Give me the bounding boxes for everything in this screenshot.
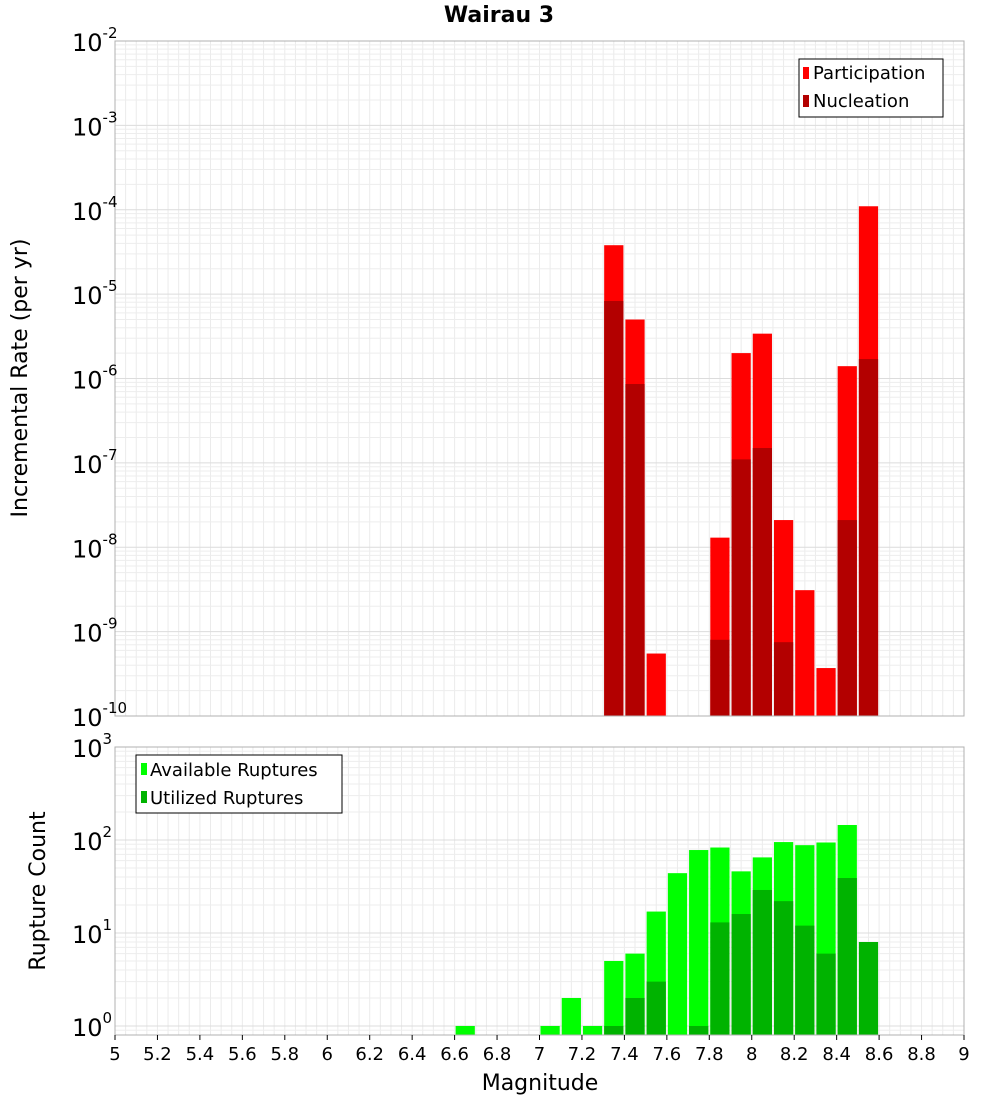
bottom-legend: Available Ruptures Utilized Ruptures (135, 754, 343, 814)
utilized-ruptures-bar (752, 889, 772, 1035)
legend-label-available: Available Ruptures (150, 760, 318, 781)
legend-label-nucleation: Nucleation (813, 91, 909, 112)
legend-swatch-nucleation (803, 95, 809, 107)
x-tick-label: 5.6 (228, 1044, 257, 1065)
available-ruptures-bar (689, 850, 709, 1035)
x-tick-label: 7 (534, 1044, 545, 1065)
nucleation-bar (773, 642, 794, 716)
bottom-legend-box (135, 754, 343, 814)
x-tick-label: 6.2 (355, 1044, 384, 1065)
y-tick-label: 10-10 (72, 699, 127, 732)
utilized-ruptures-bar (604, 1025, 624, 1035)
legend-label-participation: Participation (813, 63, 925, 84)
y-tick-label: 10-8 (72, 530, 118, 563)
participation-bar (646, 653, 666, 716)
legend-swatch-participation (803, 67, 809, 79)
y-tick-label: 10-5 (72, 277, 118, 310)
utilized-ruptures-bar (837, 878, 857, 1035)
x-axis-label: Magnitude (482, 1071, 599, 1096)
utilized-ruptures-bar (625, 997, 645, 1035)
x-tick-label: 7.2 (568, 1044, 597, 1065)
utilized-ruptures-bar (731, 914, 751, 1035)
y-tick-label: 10-4 (72, 193, 118, 226)
utilized-ruptures-bar (858, 942, 879, 1035)
nucleation-bar (731, 459, 751, 716)
y-tick-label: 10-2 (72, 24, 118, 57)
x-tick-label: 8 (746, 1044, 757, 1065)
available-ruptures-bar (667, 873, 688, 1035)
nucleation-bar (604, 300, 624, 716)
nucleation-bar (858, 359, 879, 716)
x-tick-label: 7.8 (695, 1044, 724, 1065)
utilized-ruptures-bar (795, 925, 815, 1035)
utilized-ruptures-bar (646, 981, 666, 1035)
top-plot-frame (114, 40, 965, 717)
nucleation-bar (752, 448, 772, 716)
utilized-ruptures-bar (710, 922, 730, 1035)
nucleation-bar (625, 384, 645, 716)
y-tick-label: 10-7 (72, 446, 118, 479)
available-ruptures-bar (540, 1025, 560, 1035)
nucleation-bar (837, 520, 857, 716)
top-bars (604, 206, 879, 717)
x-tick-label: 5.4 (186, 1044, 215, 1065)
y-tick-label: 10-3 (72, 108, 118, 141)
utilized-ruptures-bar (816, 953, 836, 1035)
x-tick-label: 5 (109, 1044, 120, 1065)
utilized-ruptures-bar (773, 901, 794, 1035)
top-y-ticks: 10-10 10-9 10-8 10-7 10-6 10-5 10-4 10-3 10-2 (72, 24, 127, 732)
x-tick-label: 9 (958, 1044, 969, 1065)
y-tick-label: 10-6 (72, 362, 118, 395)
y-tick-label: 10-9 (72, 615, 118, 648)
bottom-y-ticks: 100 101 102 103 (72, 730, 112, 1042)
y-tick-label: 101 (72, 916, 112, 949)
available-ruptures-bar (582, 1025, 603, 1035)
x-tick-label: 5.2 (143, 1044, 172, 1065)
available-ruptures-bar (455, 1025, 475, 1035)
utilized-ruptures-bar (689, 1025, 709, 1035)
x-tick-label: 6 (322, 1044, 333, 1065)
x-tick-label: 6.6 (440, 1044, 469, 1065)
available-ruptures-bar (561, 997, 581, 1035)
available-ruptures-bar (604, 960, 624, 1035)
chart-title: Wairau 3 (444, 3, 554, 28)
x-ticks: 5 5.2 5.4 5.6 5.8 6 6.2 6.4 6.6 6.8 7 7.2 7.4 7.6 7.8 8… (109, 1035, 970, 1065)
nucleation-bar (710, 639, 730, 716)
x-tick-label: 5.8 (270, 1044, 299, 1065)
top-legend: Participation Nucleation (798, 58, 944, 118)
bottom-bars (455, 824, 879, 1035)
x-tick-label: 8.2 (780, 1044, 809, 1065)
x-tick-label: 8.8 (907, 1044, 936, 1065)
top-legend-box (798, 58, 944, 118)
y-tick-label: 103 (72, 730, 112, 763)
top-y-axis-label: Incremental Rate (per yr) (8, 239, 33, 518)
bottom-y-axis-label: Rupture Count (26, 811, 51, 971)
participation-bar (816, 668, 836, 716)
x-tick-label: 6.4 (398, 1044, 427, 1065)
top-grid (114, 40, 965, 717)
legend-swatch-available (141, 763, 147, 775)
participation-bar (795, 590, 815, 716)
x-tick-label: 8.6 (865, 1044, 894, 1065)
y-tick-label: 102 (72, 823, 112, 856)
x-tick-label: 7.4 (610, 1044, 639, 1065)
x-tick-label: 8.4 (822, 1044, 851, 1065)
legend-label-utilized: Utilized Ruptures (150, 788, 303, 809)
x-tick-label: 7.6 (653, 1044, 682, 1065)
x-tick-label: 6.8 (483, 1044, 512, 1065)
legend-swatch-utilized (141, 791, 147, 803)
y-tick-label: 100 (72, 1009, 112, 1042)
